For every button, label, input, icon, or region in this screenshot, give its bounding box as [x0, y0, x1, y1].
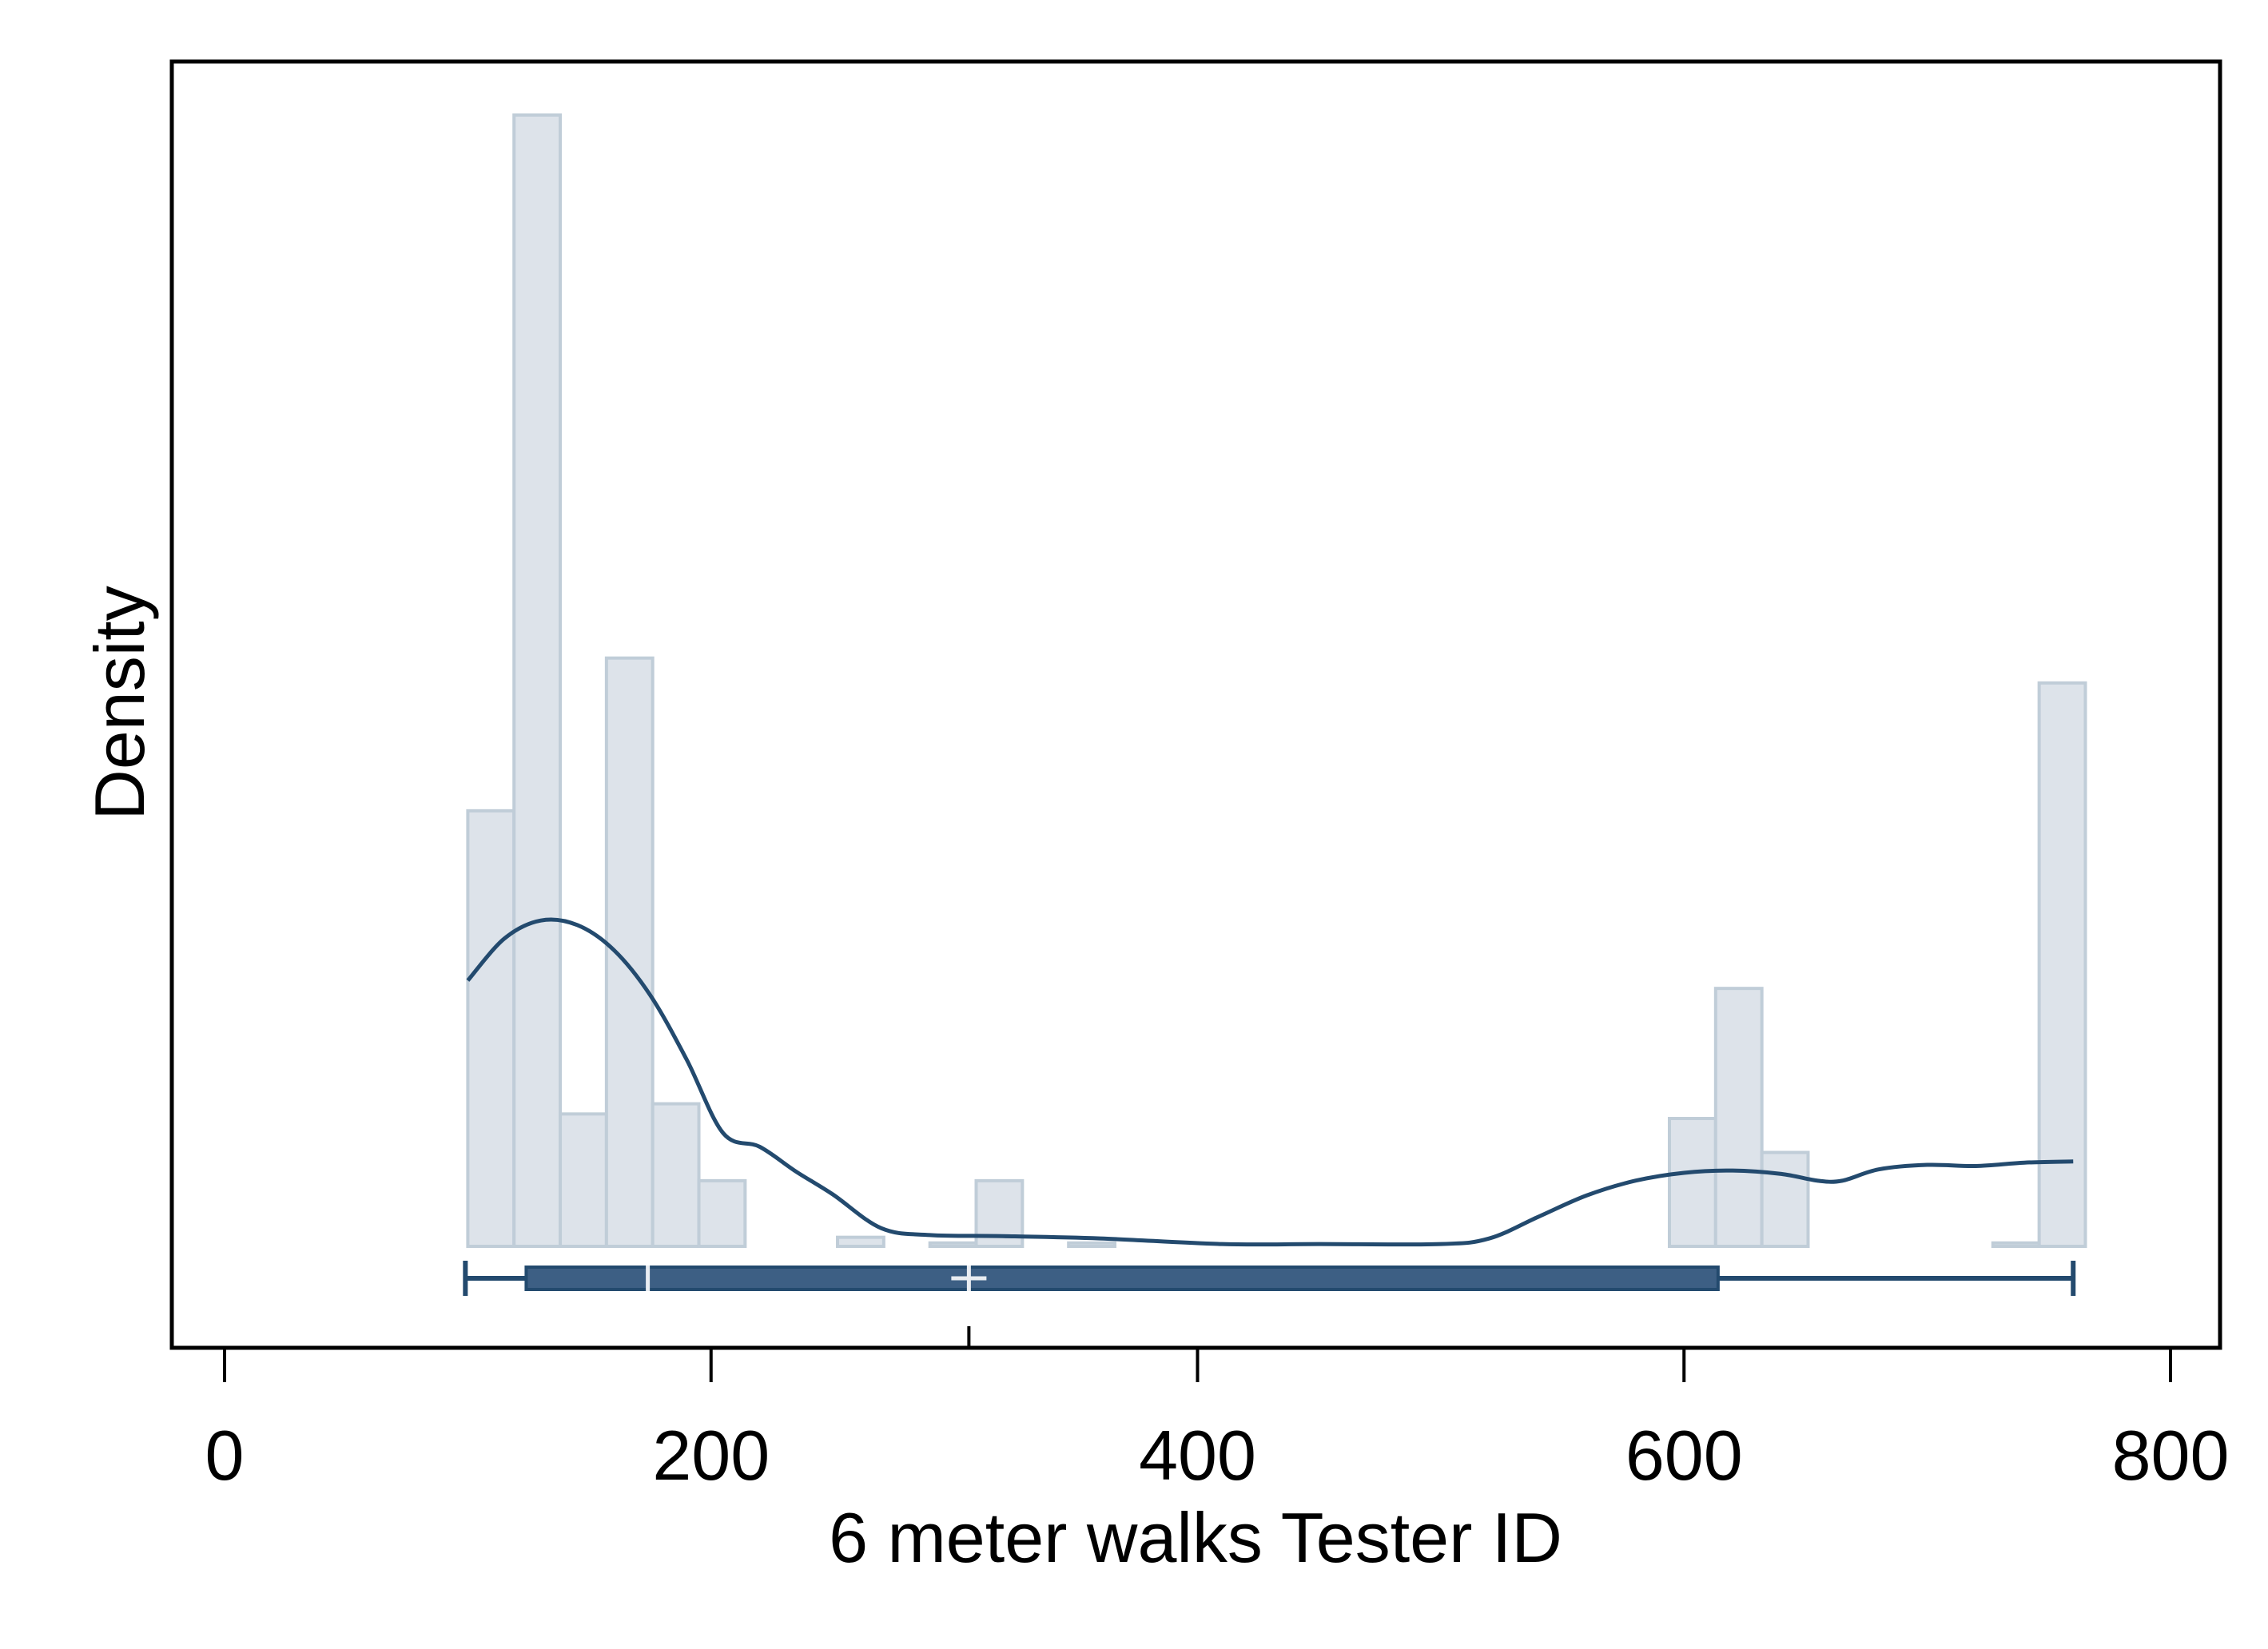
x-tick-label: 800 — [2112, 1416, 2230, 1495]
histogram-bar — [1760, 1150, 1810, 1249]
x-tick-label: 400 — [1139, 1416, 1256, 1495]
histogram-bar — [697, 1178, 747, 1248]
histogram-bar — [651, 1102, 701, 1248]
histogram-bar — [1991, 1241, 2041, 1248]
histogram-bar — [928, 1241, 978, 1248]
histogram-bars — [466, 113, 2087, 1249]
histogram-bar — [559, 1112, 608, 1248]
histogram-bar — [2037, 681, 2087, 1248]
x-axis: 0 200 400 600 800 — [205, 1349, 2230, 1495]
x-tick-label: 600 — [1625, 1416, 1743, 1495]
histogram-bar — [466, 809, 516, 1248]
histogram-bar — [836, 1235, 885, 1248]
y-axis-label: Density — [80, 586, 159, 820]
histogram-bar — [1067, 1241, 1117, 1248]
density-curve — [466, 917, 2074, 1247]
boxplot — [463, 1261, 2076, 1348]
histogram-bar — [512, 113, 563, 1248]
x-tick-label: 200 — [652, 1416, 770, 1495]
boxplot-box — [524, 1266, 1720, 1291]
x-axis-label: 6 meter walks Tester ID — [829, 1498, 1562, 1577]
histogram-bar — [1667, 1116, 1717, 1248]
x-tick-label: 0 — [205, 1416, 245, 1495]
histogram-bar — [1713, 987, 1764, 1248]
